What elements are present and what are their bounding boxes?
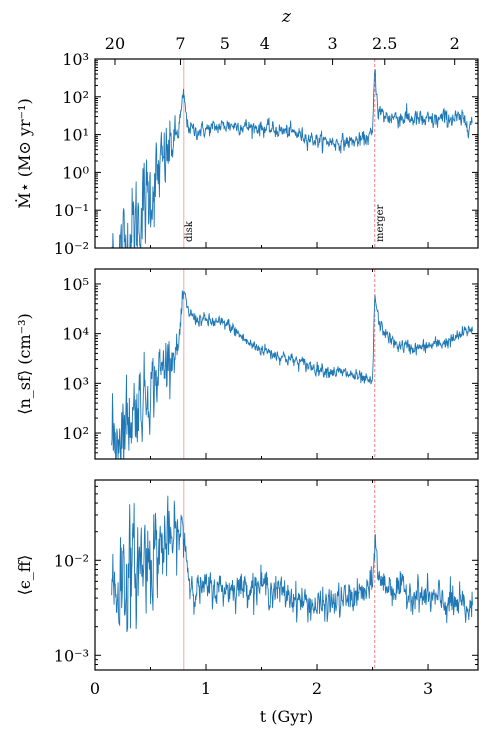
y-axis-label: ⟨n_sf⟩ (cm⁻³)	[15, 313, 34, 414]
panel-middle: 10² 10³ 10⁴ 10⁵ ⟨n_sf⟩ (cm⁻³)	[15, 268, 479, 460]
series-line	[111, 290, 473, 459]
y-tick-label: 10²	[62, 424, 89, 443]
top-z-tick-label: 5	[220, 34, 230, 53]
top-z-tick-label: 2	[450, 34, 460, 53]
top-z-tick-label: 4	[260, 34, 270, 53]
panel-bottom: 10⁻³ 10⁻² ⟨ϵ_ff⟩ 0 1 2 3 t (Gyr)	[15, 479, 479, 726]
y-tick-label: 10¹	[62, 126, 89, 145]
y-tick-label: 10⁴	[62, 325, 89, 344]
axes-frame	[94, 58, 479, 249]
merger-annotation: merger	[375, 205, 386, 243]
x-tick-label: 1	[201, 679, 211, 698]
x-tick-label: 3	[423, 679, 433, 698]
top-axis-label: z	[281, 7, 292, 27]
disk-annotation: disk	[184, 220, 195, 242]
axes-frame	[94, 479, 479, 671]
y-tick-label: 10²	[62, 88, 89, 107]
series-line	[111, 495, 473, 633]
top-z-tick-label: 2.5	[372, 34, 397, 53]
y-axis-label: ⟨ϵ_ff⟩	[15, 555, 34, 596]
top-z-tick-label: 20	[105, 34, 125, 53]
y-axis-label: Ṁ⋆ (M⊙ yr⁻¹)	[14, 98, 34, 208]
y-tick-label: 10⁰	[62, 163, 89, 182]
y-tick-label: 10³	[62, 50, 89, 69]
y-tick-label: 10⁻²	[54, 551, 89, 570]
top-z-tick-label: 7	[175, 34, 185, 53]
y-tick-label: 10⁻¹	[54, 201, 89, 220]
y-tick-label: 10⁻²	[54, 239, 89, 258]
series-line	[111, 69, 473, 248]
y-tick-label: 10⁻³	[54, 646, 89, 665]
x-axis-label: t (Gyr)	[260, 707, 313, 726]
axes-frame	[94, 268, 479, 460]
x-tick-label: 0	[90, 679, 100, 698]
y-tick-label: 10³	[62, 374, 89, 393]
y-tick-label: 10⁵	[62, 275, 89, 294]
panel-top: disk merger 10⁻² 10⁻¹ 10⁰ 10¹ 10² 10³ Ṁ⋆ (M⊙ yr⁻…	[14, 7, 479, 258]
x-tick-label: 2	[312, 679, 322, 698]
top-z-tick-label: 3	[327, 34, 337, 53]
